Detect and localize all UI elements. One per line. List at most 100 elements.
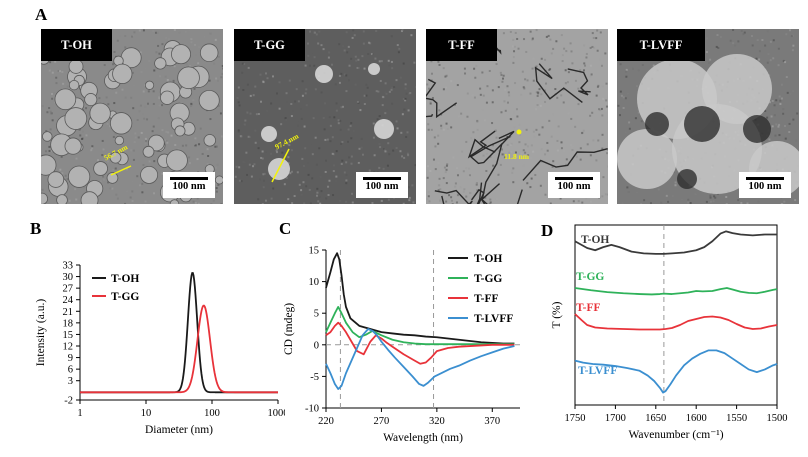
tem-grain — [309, 144, 312, 147]
y-tick-label: 27 — [63, 284, 74, 295]
tem-grain — [338, 43, 341, 46]
tem-grain — [302, 181, 305, 184]
tem-particle — [106, 172, 119, 184]
tem-grain — [278, 107, 281, 110]
tem-grain — [628, 121, 631, 124]
tem-grain — [383, 148, 386, 151]
tem-grain — [782, 108, 785, 111]
size-annotation: 11.8 nm — [504, 152, 530, 161]
tem-grain — [602, 176, 605, 179]
tem-grain — [275, 92, 278, 95]
tem-grain — [190, 38, 193, 41]
tem-grain — [529, 30, 532, 33]
tem-grain — [314, 88, 317, 91]
y-tick-label: 0 — [314, 340, 319, 351]
tem-grain — [657, 188, 660, 191]
tem-grain — [476, 128, 479, 131]
tem-grain — [794, 199, 797, 202]
tem-grain — [599, 31, 602, 34]
tem-grain — [600, 107, 603, 110]
tem-grain — [378, 115, 381, 118]
tem-grain — [708, 61, 711, 64]
y-tick-label: 18 — [63, 318, 74, 329]
tem-grain — [544, 193, 547, 196]
tem-particle — [42, 131, 53, 142]
tem-grain — [307, 54, 310, 57]
tem-grain — [758, 58, 761, 61]
tem-grain — [335, 150, 338, 153]
tem-grain — [499, 163, 502, 166]
scale-label: 100 nm — [365, 181, 399, 192]
tem-grain — [302, 164, 305, 167]
tem-grain — [125, 168, 128, 171]
tem-grain — [386, 164, 389, 167]
tem-grain — [513, 126, 516, 129]
tem-grain — [288, 144, 291, 147]
tem-grain — [446, 127, 449, 130]
tem-grain — [270, 102, 273, 105]
tem-grain — [605, 82, 608, 85]
tem-grain — [737, 40, 740, 43]
tem-grain — [340, 142, 343, 145]
tem-grain — [240, 180, 243, 183]
tem-grain — [368, 169, 371, 172]
tem-grain — [476, 189, 479, 192]
tem-grain — [322, 116, 325, 119]
tem-grain — [520, 152, 523, 155]
tem-grain — [298, 183, 301, 186]
tem-grain — [716, 34, 719, 37]
tem-grain — [482, 154, 485, 157]
tem-grain — [538, 133, 541, 136]
tem-grain — [107, 181, 110, 184]
tem-tag: T-FF — [426, 29, 497, 61]
tem-grain — [564, 69, 567, 72]
tem-grain — [142, 90, 145, 93]
tem-grain — [501, 80, 504, 83]
tem-grain — [709, 58, 712, 61]
x-axis-label: Wavenumber (cm⁻¹) — [628, 429, 723, 441]
tem-grain — [320, 44, 323, 47]
tem-grain — [792, 34, 795, 37]
measure-line — [110, 165, 132, 176]
tem-grain — [427, 128, 430, 131]
tem-grain — [769, 59, 772, 62]
x-axis-label: Wavelength (nm) — [383, 432, 463, 444]
tem-grain — [429, 100, 432, 103]
tem-grain — [768, 101, 771, 104]
tem-grain — [75, 198, 78, 201]
tem-grain — [408, 196, 411, 199]
tem-grain — [132, 107, 135, 110]
tem-grain — [539, 104, 542, 107]
tem-grain — [362, 42, 365, 45]
tem-grain — [301, 80, 304, 83]
tem-grain — [328, 179, 331, 182]
tem-grain — [286, 101, 289, 104]
scale-label: 100 nm — [748, 181, 782, 192]
tem-grain — [792, 118, 795, 121]
tem-grain — [134, 136, 137, 139]
tem-grain — [625, 75, 628, 78]
tem-grain — [626, 186, 629, 189]
tem-grain — [112, 168, 115, 171]
tem-grain — [652, 64, 655, 67]
tem-grain — [113, 50, 116, 53]
tem-grain — [196, 158, 199, 161]
tem-grain — [192, 200, 195, 203]
tem-grain — [164, 75, 167, 78]
tem-particle — [199, 43, 219, 63]
tem-grain — [221, 72, 223, 75]
tem-grain — [501, 77, 504, 80]
tem-grain — [217, 79, 220, 82]
tem-grain — [705, 37, 708, 40]
tem-grain — [263, 172, 266, 175]
tem-grain — [241, 62, 244, 65]
tem-grain — [560, 147, 563, 150]
tem-grain — [297, 100, 300, 103]
tem-grain — [101, 154, 104, 157]
tem-grain — [51, 119, 54, 122]
tem-grain — [771, 99, 774, 102]
tem-grain — [322, 48, 325, 51]
tem-grain — [156, 156, 159, 159]
tem-grain — [628, 127, 631, 130]
tem-grain — [261, 203, 264, 204]
